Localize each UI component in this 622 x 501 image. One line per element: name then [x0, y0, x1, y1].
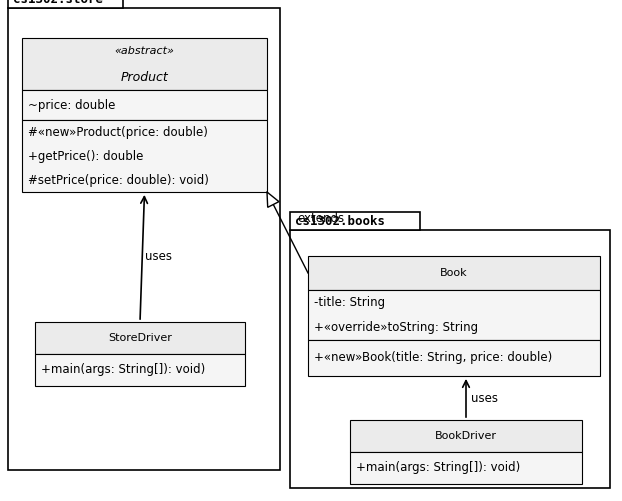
Bar: [308, 256, 600, 290]
Text: +main(args: String[]): void): +main(args: String[]): void): [41, 364, 205, 376]
Bar: [35, 322, 245, 354]
Text: Product: Product: [121, 71, 169, 84]
Text: cs1302.books: cs1302.books: [295, 214, 385, 227]
Bar: [35, 354, 245, 386]
Bar: [22, 38, 267, 90]
Bar: [22, 120, 267, 192]
Bar: [350, 420, 582, 452]
Text: cs1302.store: cs1302.store: [13, 0, 103, 6]
Bar: [308, 290, 600, 340]
Bar: [290, 230, 610, 488]
Text: extends: extends: [297, 211, 345, 224]
Text: ~price: double: ~price: double: [28, 99, 115, 112]
Bar: [350, 452, 582, 484]
Text: Book: Book: [440, 268, 468, 278]
Text: «abstract»: «abstract»: [114, 46, 174, 56]
Text: #setPrice(price: double): void): #setPrice(price: double): void): [28, 173, 209, 186]
Bar: [22, 90, 267, 120]
Bar: [8, 0, 123, 8]
Bar: [8, 8, 280, 470]
Text: +main(args: String[]): void): +main(args: String[]): void): [356, 461, 520, 474]
Text: +«new»Book(title: String, price: double): +«new»Book(title: String, price: double): [314, 352, 552, 365]
Text: StoreDriver: StoreDriver: [108, 333, 172, 343]
Bar: [290, 212, 420, 230]
Bar: [308, 340, 600, 376]
Text: #«new»Product(price: double): #«new»Product(price: double): [28, 125, 208, 138]
Text: +«override»toString: String: +«override»toString: String: [314, 321, 478, 334]
Text: uses: uses: [145, 250, 172, 264]
Text: +getPrice(): double: +getPrice(): double: [28, 149, 144, 162]
Polygon shape: [267, 192, 279, 207]
Text: -title: String: -title: String: [314, 296, 385, 309]
Text: BookDriver: BookDriver: [435, 431, 497, 441]
Text: uses: uses: [471, 391, 498, 404]
